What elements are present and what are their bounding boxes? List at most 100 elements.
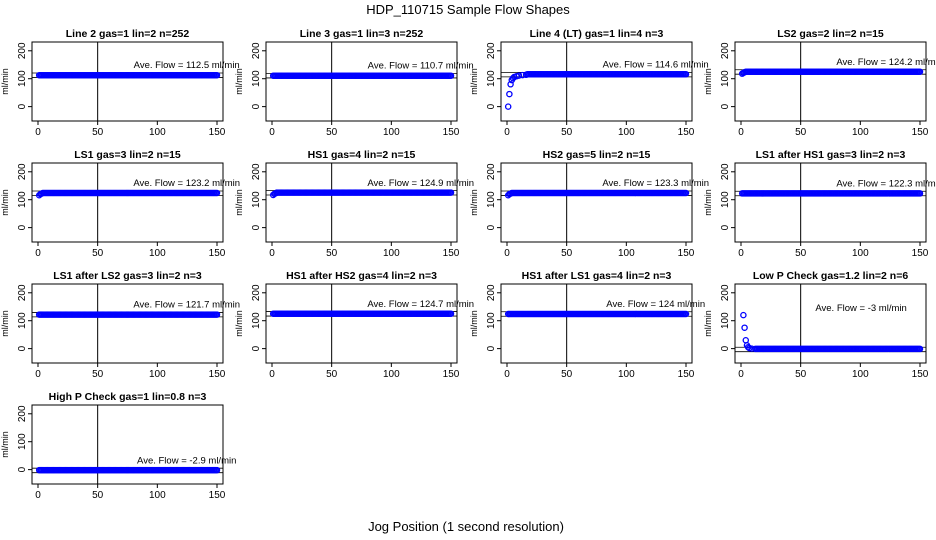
y-tick-label: 200: [486, 42, 497, 59]
x-tick-label: 0: [738, 369, 744, 380]
panel-title: HS2 gas=5 lin=2 n=15: [543, 149, 651, 161]
x-tick-label: 100: [149, 248, 166, 259]
ave-flow-annotation: Ave. Flow = 123.3 ml/min: [602, 178, 709, 189]
x-tick-label: 50: [561, 127, 573, 138]
panel-7: HS2 gas=5 lin=2 n=15 0 50 100 150 0 100 200 ml/m…: [469, 149, 709, 259]
x-tick-label: 0: [504, 127, 510, 138]
y-axis-label: ml/min: [469, 310, 479, 337]
y-tick-label: 100: [720, 191, 731, 208]
y-tick-label: 0: [251, 224, 262, 230]
data-point: [682, 310, 690, 318]
panel-title: HS1 after HS2 gas=4 lin=2 n=3: [286, 270, 437, 282]
y-axis-label: ml/min: [703, 68, 713, 95]
panel-5: LS1 gas=3 lin=2 n=15 0 50 100 150 0 100 200 ml/m…: [0, 149, 240, 259]
y-tick-label: 100: [251, 191, 262, 208]
x-tick-label: 150: [443, 127, 460, 138]
y-tick-label: 0: [17, 224, 28, 230]
panel-title: LS1 after HS1 gas=3 lin=2 n=3: [756, 149, 906, 161]
x-tick-label: 50: [92, 248, 104, 259]
y-axis-label: ml/min: [234, 68, 244, 95]
plot-frame: [734, 41, 927, 122]
x-tick-label: 0: [504, 369, 510, 380]
plot-frame: [734, 162, 927, 243]
plot-frame: [265, 41, 458, 122]
ave-flow-annotation: Ave. Flow = -3 ml/min: [815, 303, 906, 314]
plot-frame: [31, 283, 224, 364]
y-tick-label: 200: [486, 284, 497, 301]
x-tick-label: 0: [738, 127, 744, 138]
plot-frame: [500, 283, 693, 364]
y-tick-label: 200: [486, 163, 497, 180]
x-tick-label: 50: [326, 369, 338, 380]
panel-2: Line 3 gas=1 lin=3 n=252 0 50 100 150 0 100 200…: [234, 28, 474, 138]
data-point: [916, 190, 924, 197]
y-tick-label: 100: [486, 70, 497, 87]
y-tick-label: 0: [720, 224, 731, 230]
x-tick-label: 150: [912, 369, 929, 380]
x-tick-label: 100: [852, 369, 869, 380]
x-tick-label: 0: [269, 127, 275, 138]
x-tick-label: 150: [678, 369, 695, 380]
data-point: [740, 311, 747, 319]
plot-frame: [734, 283, 927, 364]
panel-13: High P Check gas=1 lin=0.8 n=3 0 50 100 150 0…: [0, 391, 236, 501]
x-tick-label: 50: [326, 248, 338, 259]
x-tick-label: 50: [92, 369, 104, 380]
x-tick-label: 150: [678, 127, 695, 138]
data-point: [507, 81, 514, 88]
y-tick-label: 200: [17, 405, 28, 422]
x-tick-label: 100: [383, 369, 400, 380]
panel-title: Line 2 gas=1 lin=2 n=252: [66, 28, 190, 40]
plot-frame: [500, 162, 693, 243]
y-tick-label: 200: [251, 42, 262, 59]
y-tick-label: 0: [486, 224, 497, 230]
x-tick-label: 150: [678, 248, 695, 259]
data-point: [515, 72, 523, 79]
ave-flow-annotation: Ave. Flow = 124.2 ml/min: [836, 57, 936, 68]
x-tick-label: 150: [209, 369, 226, 380]
data-point: [916, 68, 924, 75]
main-title: HDP_110715 Sample Flow Shapes: [366, 2, 570, 17]
x-tick-label: 50: [795, 369, 807, 380]
ave-flow-annotation: Ave. Flow = 124 ml/min: [606, 299, 705, 310]
y-tick-label: 0: [251, 345, 262, 351]
x-tick-label: 50: [561, 248, 573, 259]
x-tick-label: 0: [269, 369, 275, 380]
x-tick-label: 100: [852, 127, 869, 138]
x-tick-label: 50: [795, 248, 807, 259]
y-axis-label: ml/min: [0, 189, 10, 216]
panel-title: LS1 gas=3 lin=2 n=15: [74, 149, 181, 161]
plot-frame: [500, 41, 693, 122]
y-tick-label: 200: [251, 284, 262, 301]
plot-frame: [265, 162, 458, 243]
x-tick-label: 0: [738, 248, 744, 259]
x-tick-label: 0: [269, 248, 275, 259]
y-tick-label: 0: [486, 345, 497, 351]
panel-10: HS1 after HS2 gas=4 lin=2 n=3 0 50 100 150 0 1…: [234, 270, 474, 380]
y-tick-label: 0: [17, 345, 28, 351]
y-tick-label: 100: [486, 312, 497, 329]
y-tick-label: 100: [251, 312, 262, 329]
panel-9: LS1 after LS2 gas=3 lin=2 n=3 0 50 100 150 0 1…: [0, 270, 240, 380]
y-axis-label: ml/min: [703, 189, 713, 216]
panel-8: LS1 after HS1 gas=3 lin=2 n=3 0 50 100 150 0 1…: [703, 149, 936, 259]
x-tick-label: 0: [35, 248, 41, 259]
x-tick-label: 50: [326, 127, 338, 138]
y-axis-label: ml/min: [703, 310, 713, 337]
panel-4: LS2 gas=2 lin=2 n=15 0 50 100 150 0 100 200 ml/m…: [703, 28, 936, 138]
x-tick-label: 150: [209, 248, 226, 259]
y-tick-label: 200: [17, 163, 28, 180]
x-tick-label: 100: [618, 248, 635, 259]
y-tick-label: 200: [251, 163, 262, 180]
y-tick-label: 100: [17, 312, 28, 329]
x-tick-label: 0: [35, 490, 41, 501]
panel-title: Line 3 gas=1 lin=3 n=252: [300, 28, 424, 40]
ave-flow-annotation: Ave. Flow = 124.9 ml/min: [367, 178, 474, 189]
y-tick-label: 0: [486, 103, 497, 109]
panel-title: Low P Check gas=1.2 lin=2 n=6: [753, 270, 908, 282]
plot-frame: [31, 404, 224, 485]
y-tick-label: 0: [720, 345, 731, 351]
panel-1: Line 2 gas=1 lin=2 n=252 0 50 100 150 0 100 200…: [0, 28, 240, 138]
data-point: [447, 310, 455, 317]
